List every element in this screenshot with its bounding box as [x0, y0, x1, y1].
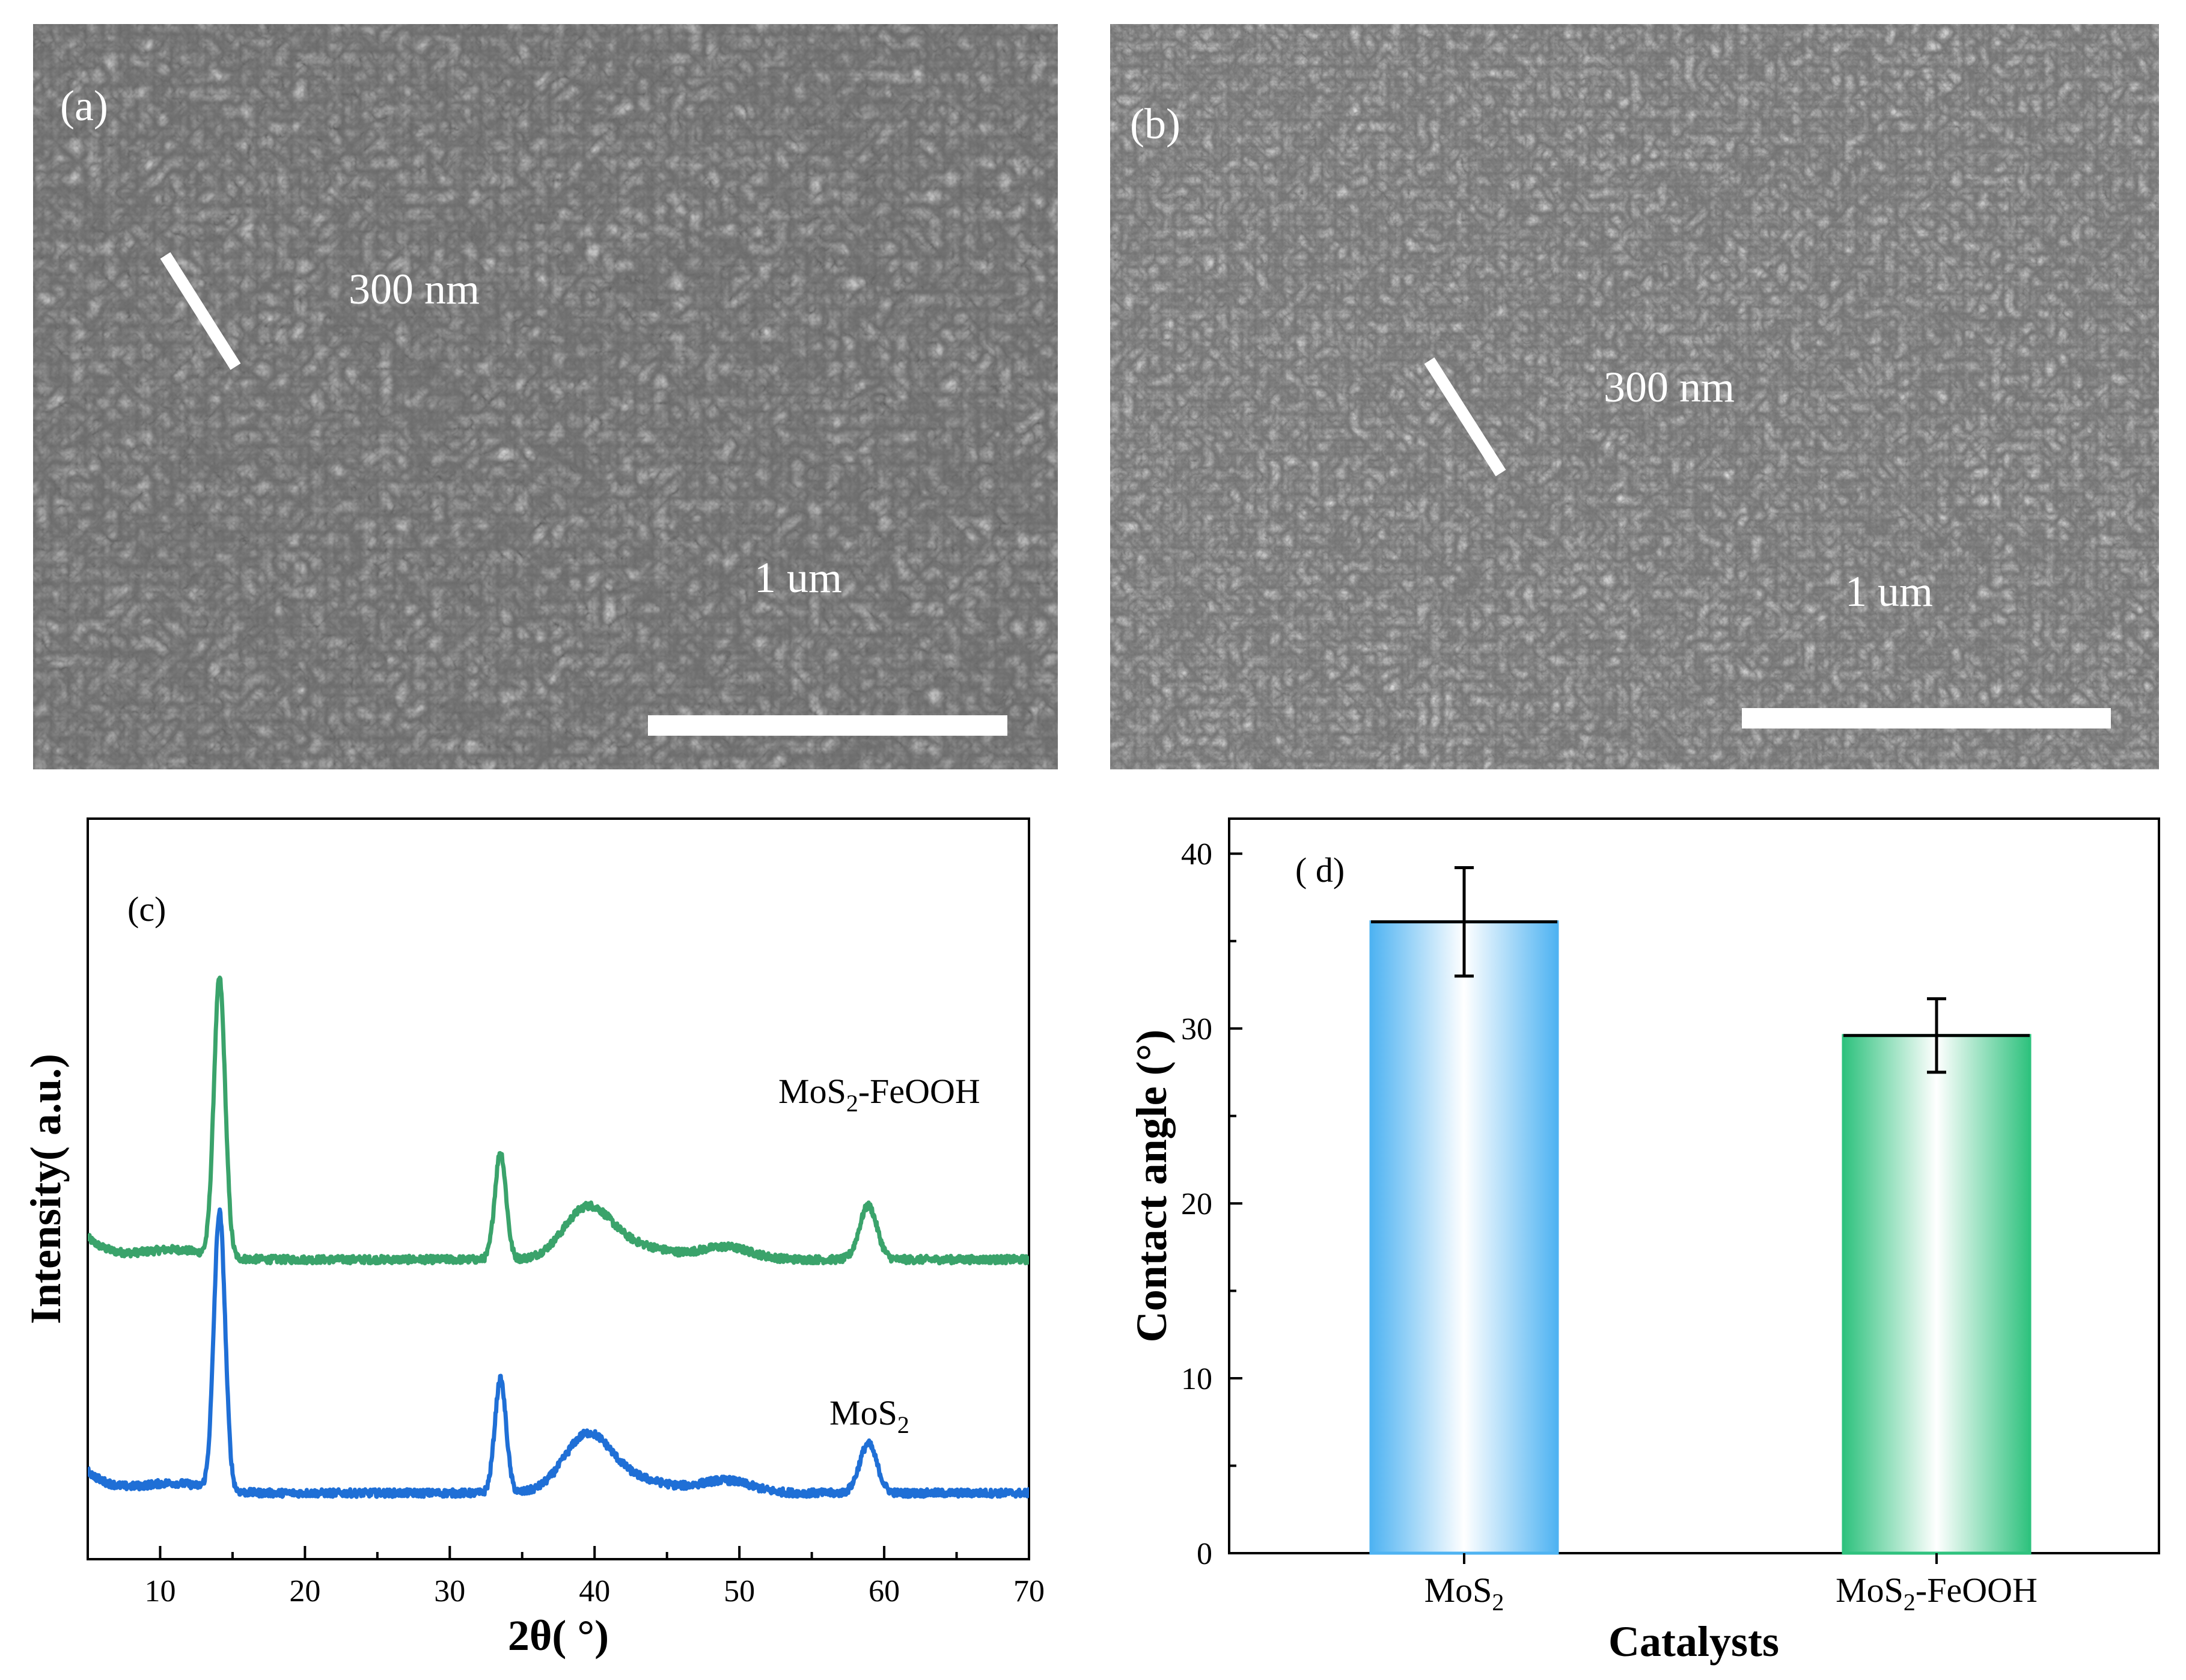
- bar-y-axis: 0 10 20 30 40: [1181, 837, 1242, 1571]
- bar-mos2-feooh: [1842, 1034, 2032, 1555]
- bar-mos2: [1369, 920, 1559, 1555]
- scale-bar-a: [648, 715, 1007, 736]
- bar-category-label-mos2-feooh-sub: 2: [1904, 1589, 1916, 1616]
- bar-y-tick-label: 30: [1181, 1012, 1212, 1046]
- xrd-series-label-mos2: MoS2: [829, 1393, 909, 1438]
- xrd-curve-mos2-feooh: [88, 976, 1029, 1266]
- panel-b: (b) 300 nm 1 um: [1110, 24, 2159, 769]
- xrd-series-label-mos2-feooh-tail: -FeOOH: [858, 1072, 980, 1111]
- panel-label-b: (b): [1130, 100, 1180, 148]
- xrd-x-tick-label: 50: [724, 1574, 755, 1608]
- feature-marker-b: [1424, 357, 1506, 477]
- bar-category-label-mos2-feooh: MoS2-FeOOH: [1836, 1571, 2038, 1616]
- bar-y-tick-label: 0: [1197, 1537, 1212, 1571]
- bar-category-label-mos2-feooh-tail: -FeOOH: [1916, 1571, 2038, 1610]
- bar-category-label-mos2-sub: 2: [1492, 1589, 1504, 1616]
- sem-texture-b: [1110, 24, 2159, 769]
- bar-panel-label: ( d): [1295, 851, 1345, 890]
- feature-label-a: 300 nm: [349, 265, 480, 313]
- panel-label-a: (a): [60, 82, 108, 130]
- panel-c: 10 20 30 40 50 60 70 (c) MoS2-FeOOH MoS2 2θ( °…: [22, 817, 1045, 1660]
- xrd-x-tick-label: 10: [144, 1574, 176, 1608]
- xrd-x-tick-label: 40: [579, 1574, 610, 1608]
- scale-label-a: 1 um: [754, 554, 842, 602]
- xrd-x-tick-label: 20: [289, 1574, 320, 1608]
- scale-bar-b: [1742, 708, 2111, 729]
- xrd-x-axis: 10 20 30 40 50 60 70: [87, 1546, 1045, 1608]
- panel-a: (a) 300 nm 1 um: [33, 24, 1058, 769]
- bar-series: [1369, 866, 2032, 1564]
- xrd-panel-label: (c): [127, 890, 166, 929]
- xrd-series-label-mos2-feooh-sub: 2: [846, 1090, 858, 1117]
- xrd-x-axis-title: 2θ( °): [508, 1611, 609, 1660]
- xrd-x-tick-label: 70: [1013, 1574, 1045, 1608]
- feature-marker-a: [160, 252, 241, 370]
- xrd-plot-frame: [87, 817, 1030, 1560]
- bar-y-tick-label: 40: [1181, 837, 1212, 872]
- xrd-curve-mos2: [88, 1207, 1029, 1499]
- xrd-series-label-mos2-feooh-main: MoS: [778, 1072, 846, 1111]
- sem-texture-a: [33, 24, 1058, 769]
- bar-y-tick-label: 20: [1181, 1187, 1212, 1221]
- xrd-x-tick-label: 30: [434, 1574, 465, 1608]
- bar-y-tick-label: 10: [1181, 1362, 1212, 1396]
- xrd-series-label-mos2-sub: 2: [897, 1411, 909, 1438]
- feature-label-b: 300 nm: [1604, 363, 1735, 411]
- bar-category-label-mos2: MoS2: [1424, 1571, 1504, 1616]
- xrd-curves: [88, 976, 1029, 1499]
- bar-plot-frame: [1228, 817, 2160, 1554]
- bar-category-label-mos2-feooh-main: MoS: [1836, 1571, 1904, 1610]
- xrd-x-tick-label: 60: [869, 1574, 900, 1608]
- bar-category-label-mos2-main: MoS: [1424, 1571, 1492, 1610]
- xrd-series-label-mos2-main: MoS: [829, 1393, 897, 1432]
- xrd-series-label-mos2-feooh: MoS2-FeOOH: [778, 1072, 980, 1117]
- bar-y-axis-title: Contact angle (°): [1128, 1030, 1176, 1343]
- bar-x-axis-title: Catalysts: [1608, 1617, 1779, 1666]
- xrd-y-axis-title: Intensity( a.u.): [22, 1054, 70, 1324]
- scale-label-b: 1 um: [1845, 567, 1933, 615]
